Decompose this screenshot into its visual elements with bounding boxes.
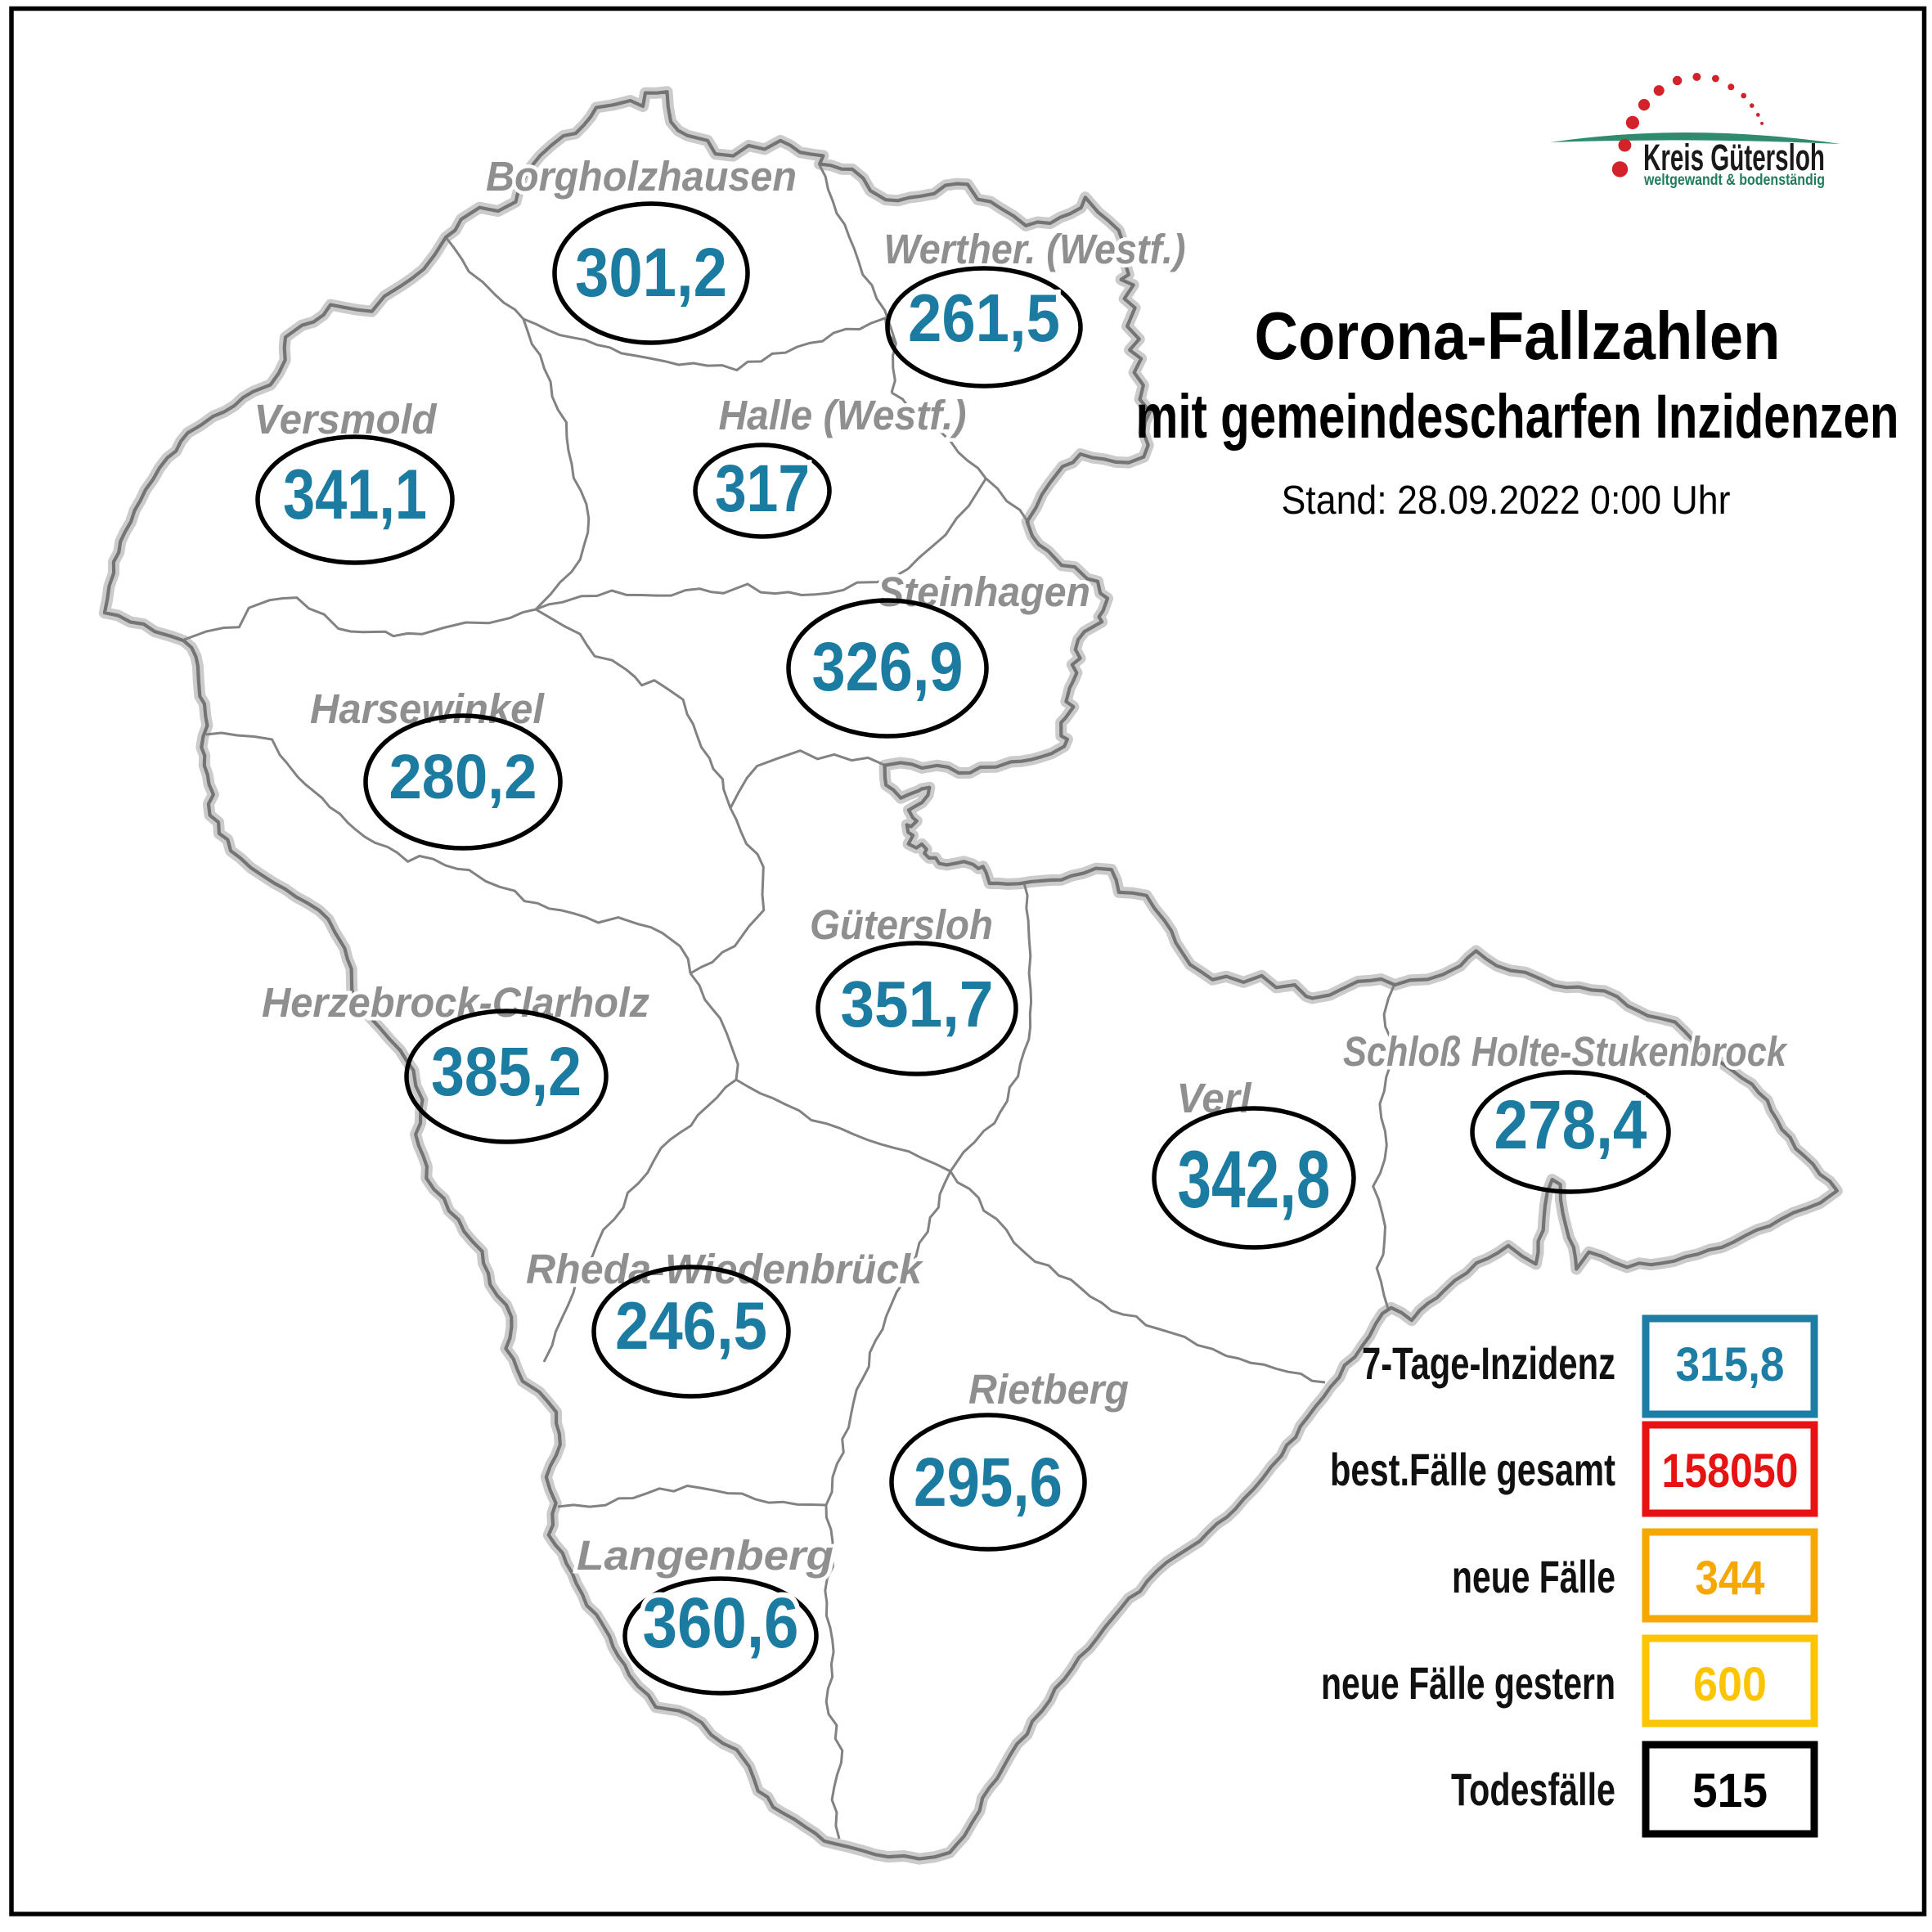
svg-text:246,5: 246,5 xyxy=(615,1287,767,1364)
svg-text:342,8: 342,8 xyxy=(1178,1134,1331,1224)
svg-text:Rietberg: Rietberg xyxy=(968,1366,1129,1413)
svg-text:385,2: 385,2 xyxy=(431,1033,582,1110)
svg-text:515: 515 xyxy=(1692,1764,1768,1817)
svg-text:315,8: 315,8 xyxy=(1676,1338,1785,1391)
svg-text:301,2: 301,2 xyxy=(575,234,727,311)
svg-text:neue Fälle: neue Fälle xyxy=(1452,1551,1615,1602)
svg-text:Todesfälle: Todesfälle xyxy=(1451,1764,1615,1815)
svg-text:weltgewandt & bodenständig: weltgewandt & bodenständig xyxy=(1643,172,1825,189)
svg-text:261,5: 261,5 xyxy=(908,280,1060,356)
svg-text:neue Fälle gestern: neue Fälle gestern xyxy=(1321,1657,1615,1709)
svg-text:best.Fälle gesamt: best.Fälle gesamt xyxy=(1330,1444,1615,1495)
svg-text:Borgholzhausen: Borgholzhausen xyxy=(486,153,797,200)
svg-text:mit gemeindescharfen Inzidenze: mit gemeindescharfen Inzidenzen xyxy=(1136,382,1899,452)
svg-text:600: 600 xyxy=(1693,1658,1767,1711)
svg-text:Versmold: Versmold xyxy=(254,396,438,443)
svg-text:158050: 158050 xyxy=(1662,1445,1799,1498)
svg-text:280,2: 280,2 xyxy=(389,742,537,812)
svg-text:7-Tage-Inzidenz: 7-Tage-Inzidenz xyxy=(1362,1337,1615,1389)
svg-text:Kreis Gütersloh: Kreis Gütersloh xyxy=(1643,137,1825,178)
svg-text:360,6: 360,6 xyxy=(643,1584,799,1663)
svg-text:278,4: 278,4 xyxy=(1494,1086,1647,1163)
svg-text:326,9: 326,9 xyxy=(812,628,964,705)
svg-text:317: 317 xyxy=(715,452,810,526)
svg-text:Schloß Holte-Stukenbrock: Schloß Holte-Stukenbrock xyxy=(1343,1028,1788,1075)
svg-text:Steinhagen: Steinhagen xyxy=(878,568,1090,615)
svg-text:Corona-Fallzahlen: Corona-Fallzahlen xyxy=(1255,298,1781,374)
svg-text:351,7: 351,7 xyxy=(841,968,994,1040)
svg-text:Werther. (Westf.): Werther. (Westf.) xyxy=(884,226,1186,272)
svg-text:Stand: 28.09.2022 0:00 Uhr: Stand: 28.09.2022 0:00 Uhr xyxy=(1282,479,1731,523)
svg-text:344: 344 xyxy=(1696,1552,1765,1605)
svg-text:Langenberg: Langenberg xyxy=(577,1532,833,1579)
svg-text:Gütersloh: Gütersloh xyxy=(810,901,993,948)
svg-text:295,6: 295,6 xyxy=(914,1444,1063,1521)
svg-text:341,1: 341,1 xyxy=(283,456,427,534)
svg-text:Halle (Westf.): Halle (Westf.) xyxy=(719,392,967,438)
